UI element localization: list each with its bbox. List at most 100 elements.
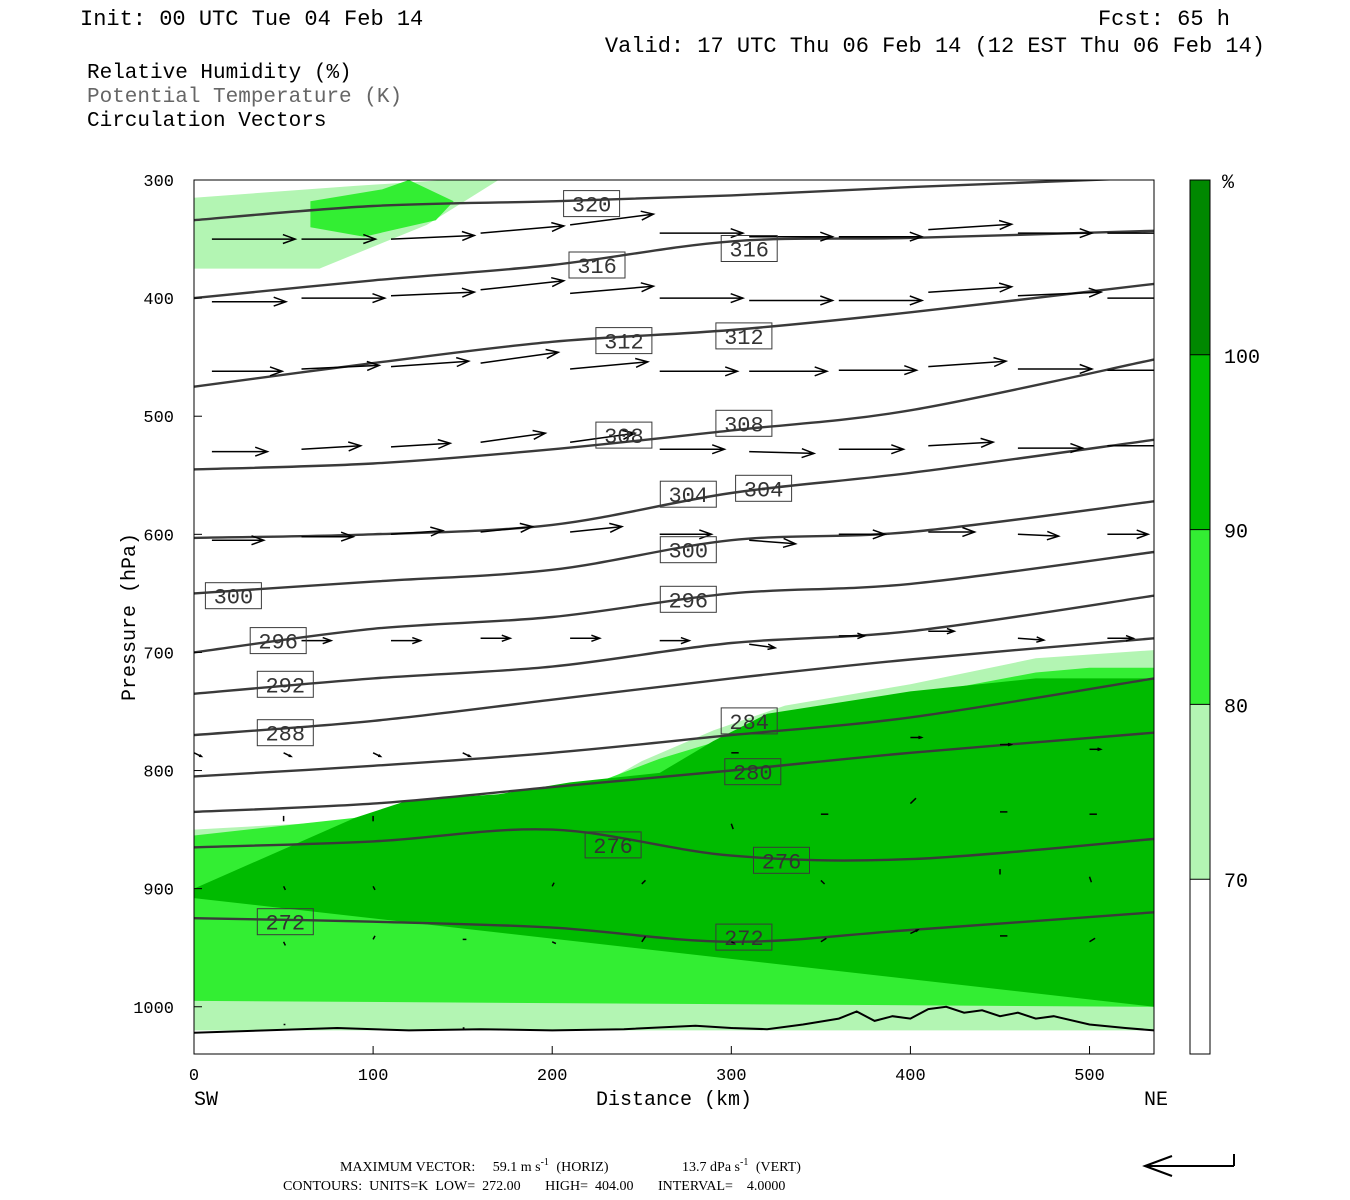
vector-11 (211, 296, 289, 307)
vector-63 (1017, 636, 1046, 643)
isentrope-276 (194, 828, 1154, 862)
vector-32 (1107, 369, 1154, 371)
vector-64 (1107, 634, 1136, 642)
vector-59 (659, 636, 692, 645)
isentrope-label-10: 300 (204, 582, 262, 611)
vector-3 (480, 221, 566, 234)
x-tick-label: 500 (1074, 1067, 1105, 1086)
vector-81 (372, 885, 376, 891)
vector-87 (282, 941, 287, 946)
isentrope-label-text: 304 (744, 478, 784, 503)
vector-35 (390, 438, 453, 450)
isentropes (194, 180, 1154, 944)
vector-17 (749, 295, 835, 306)
vector-83 (641, 879, 647, 885)
isentrope-label-text: 300 (668, 540, 708, 565)
isentrope-label-18: 276 (753, 846, 810, 875)
isentrope-label-text: 296 (258, 631, 298, 656)
isentrope-304 (194, 438, 1154, 540)
isentrope-label-16: 280 (724, 758, 782, 787)
y-tick-label: 600 (143, 527, 174, 546)
vector-48 (570, 522, 625, 533)
vector-82 (551, 882, 555, 887)
vector-5 (659, 227, 746, 239)
valid-time: Valid: 17 UTC Thu 06 Feb 14 (12 EST Thu … (605, 34, 1265, 59)
vector-28 (749, 366, 830, 377)
isentrope-300 (194, 500, 1154, 595)
isentrope-label-text: 272 (265, 912, 305, 937)
rh-region-90-100-5 (346, 813, 508, 868)
rh-shading (194, 180, 1154, 1031)
x-axis-title: Distance (km) (596, 1089, 752, 1112)
vector-25 (480, 348, 561, 364)
y-tick-label: 800 (143, 764, 174, 783)
isentrope-label-text: 312 (604, 331, 644, 356)
vector-93 (820, 937, 827, 943)
circulation-vectors (194, 210, 1154, 1029)
field-vectors-label: Circulation Vectors (87, 110, 326, 133)
isentrope-label-8: 304 (735, 474, 793, 503)
vector-70 (910, 735, 924, 740)
colorbar-label: 100 (1224, 347, 1260, 370)
y-tick-label: 400 (143, 291, 174, 310)
vector-41 (928, 437, 996, 448)
vector-60 (749, 643, 778, 651)
vector-0 (211, 233, 298, 245)
vector-62 (928, 627, 957, 635)
vector-10 (1107, 232, 1154, 234)
vector-40 (838, 444, 906, 455)
horiz-exp: -1 (541, 1157, 549, 1168)
isentrope-label-19: 272 (256, 908, 314, 937)
vector-34 (301, 441, 363, 452)
vector-19 (928, 282, 1014, 293)
isentrope-320 (194, 180, 1123, 222)
isentrope-label-text: 312 (724, 326, 764, 351)
vector-21 (1107, 297, 1154, 299)
vector-29 (838, 364, 919, 376)
field-rh-label: Relative Humidity (%) (87, 62, 352, 85)
vector-39 (749, 448, 817, 459)
vector-72 (1089, 747, 1103, 752)
y-axis: 300 400 500 600 700 800 900 1000 (133, 173, 202, 1019)
y-axis-title: Pressure (hPa) (119, 533, 142, 701)
vert-tag: (VERT) (756, 1160, 801, 1175)
vector-91 (641, 935, 647, 943)
vector-68 (462, 752, 473, 758)
isentrope-label-text: 308 (724, 413, 764, 438)
isentrope-label-12: 296 (249, 627, 307, 656)
isentrope-312 (194, 282, 1154, 388)
vector-84 (820, 879, 826, 885)
vector-45 (301, 531, 356, 542)
rh-region-90-100-4 (194, 678, 1154, 1007)
isentrope-label-6: 308 (715, 409, 773, 438)
isentrope-292 (194, 594, 1154, 695)
isentrope-label-5: 308 (595, 421, 653, 450)
isentrope-284 (194, 677, 1154, 778)
isentrope-label-text: 276 (762, 850, 802, 875)
x-end-label-left: SW (194, 1089, 218, 1112)
isentrope-label-3: 312 (595, 327, 653, 356)
isentrope-label-text: 288 (265, 723, 305, 748)
terrain-surface (194, 1005, 1154, 1034)
vector-49 (659, 529, 714, 540)
vector-7 (838, 231, 925, 242)
vector-92 (730, 941, 736, 945)
isentrope-label-text: 316 (577, 255, 617, 280)
y-tick-label: 300 (143, 173, 174, 192)
isentrope-label-text: 284 (729, 711, 769, 736)
vector-13 (390, 287, 477, 298)
vector-53 (1017, 530, 1061, 541)
vector-36 (480, 429, 548, 443)
vector-31 (1017, 363, 1095, 375)
isentrope-label-text: 280 (733, 762, 773, 787)
isentrope-label-15: 284 (720, 707, 778, 736)
y-tick-label: 700 (143, 645, 174, 664)
isentrope-label-2: 316 (720, 235, 778, 264)
vector-50 (749, 537, 798, 549)
isentrope-label-0: 320 (563, 190, 621, 219)
colorbar: 70 80 90 100 (1189, 179, 1260, 1055)
isentrope-label-11: 296 (659, 585, 717, 614)
colorbar-label: 90 (1224, 522, 1248, 545)
